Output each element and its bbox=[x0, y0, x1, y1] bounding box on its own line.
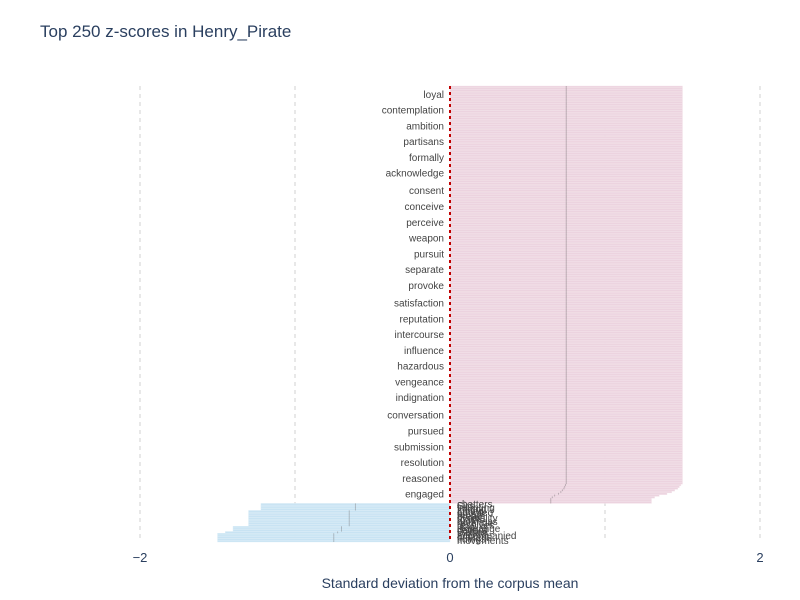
bar-label: exchange bbox=[457, 524, 501, 535]
bar-label: resolves bbox=[457, 520, 494, 531]
bar-label: intercourse bbox=[395, 330, 445, 341]
bar-label: lilac bbox=[457, 522, 474, 533]
bar-label: conceive bbox=[405, 202, 445, 213]
bar-labels-group: loyal contemplation ambition partisans forma… bbox=[382, 90, 517, 547]
bar-label: provoke bbox=[408, 281, 444, 292]
bar-label: pursuit bbox=[414, 249, 444, 260]
bar-label: hazardous bbox=[397, 362, 444, 373]
bar-label: ambition bbox=[406, 121, 444, 132]
bar-label: consent bbox=[409, 186, 444, 197]
bar-label: toasts bbox=[457, 515, 484, 526]
bar-label: tidings bbox=[457, 534, 486, 545]
bar-label: pursued bbox=[408, 427, 444, 438]
bar-label: Baffled bbox=[457, 527, 488, 538]
bar-label: cravens bbox=[457, 533, 492, 544]
bar-label: darkness bbox=[457, 517, 498, 528]
bar-label: partisans bbox=[403, 137, 444, 148]
bar-label: influence bbox=[404, 346, 444, 357]
bar-label: engaged bbox=[405, 490, 444, 501]
bar-label: Sirs bbox=[457, 501, 474, 512]
bar-label: reasoned bbox=[402, 474, 444, 485]
bar-label: cynicality bbox=[457, 513, 498, 524]
bar-label: vengeance bbox=[395, 377, 444, 388]
bar-label: movements bbox=[457, 536, 509, 547]
bar-label: cedars bbox=[457, 526, 487, 537]
bar-label: fanny bbox=[457, 510, 481, 521]
bar-label: adopted bbox=[457, 508, 493, 519]
x-tick-label: 0 bbox=[446, 550, 453, 565]
x-tick-label: −2 bbox=[133, 550, 148, 565]
bar-label: loyal bbox=[423, 90, 444, 101]
bar-label: resolution bbox=[401, 458, 444, 469]
x-tick-label: 2 bbox=[756, 550, 763, 565]
bar-label: thrilled bbox=[457, 529, 486, 540]
bar-label: acknowledge bbox=[386, 169, 445, 180]
bar-label: reputation bbox=[400, 314, 444, 325]
bar-label: perceive bbox=[406, 218, 444, 229]
x-axis-ticks: −2 0 2 bbox=[133, 550, 764, 565]
bar-label: satisfaction bbox=[394, 298, 444, 309]
median-lines-group bbox=[333, 86, 567, 542]
bar-label: formally bbox=[409, 153, 444, 164]
bar-label: vaunting bbox=[457, 503, 495, 514]
bar-label: fleeing bbox=[457, 505, 486, 516]
bar-label: contemplation bbox=[382, 106, 444, 117]
bar-label: conversation bbox=[387, 411, 444, 422]
bar-label: submission bbox=[394, 442, 444, 453]
bar-label: separate bbox=[405, 265, 444, 276]
bar-label: chatters bbox=[457, 499, 493, 510]
bar-label: weapon bbox=[408, 234, 444, 245]
bar-label: breath bbox=[457, 512, 485, 523]
bar-label: revenge bbox=[457, 519, 494, 530]
bar-label: Lifting bbox=[457, 506, 484, 517]
x-axis-title: Standard deviation from the corpus mean bbox=[322, 575, 579, 591]
chart-title: Top 250 z-scores in Henry_Pirate bbox=[40, 22, 292, 41]
bar-label: accompanied bbox=[457, 531, 516, 542]
bar-label: indignation bbox=[396, 393, 444, 404]
